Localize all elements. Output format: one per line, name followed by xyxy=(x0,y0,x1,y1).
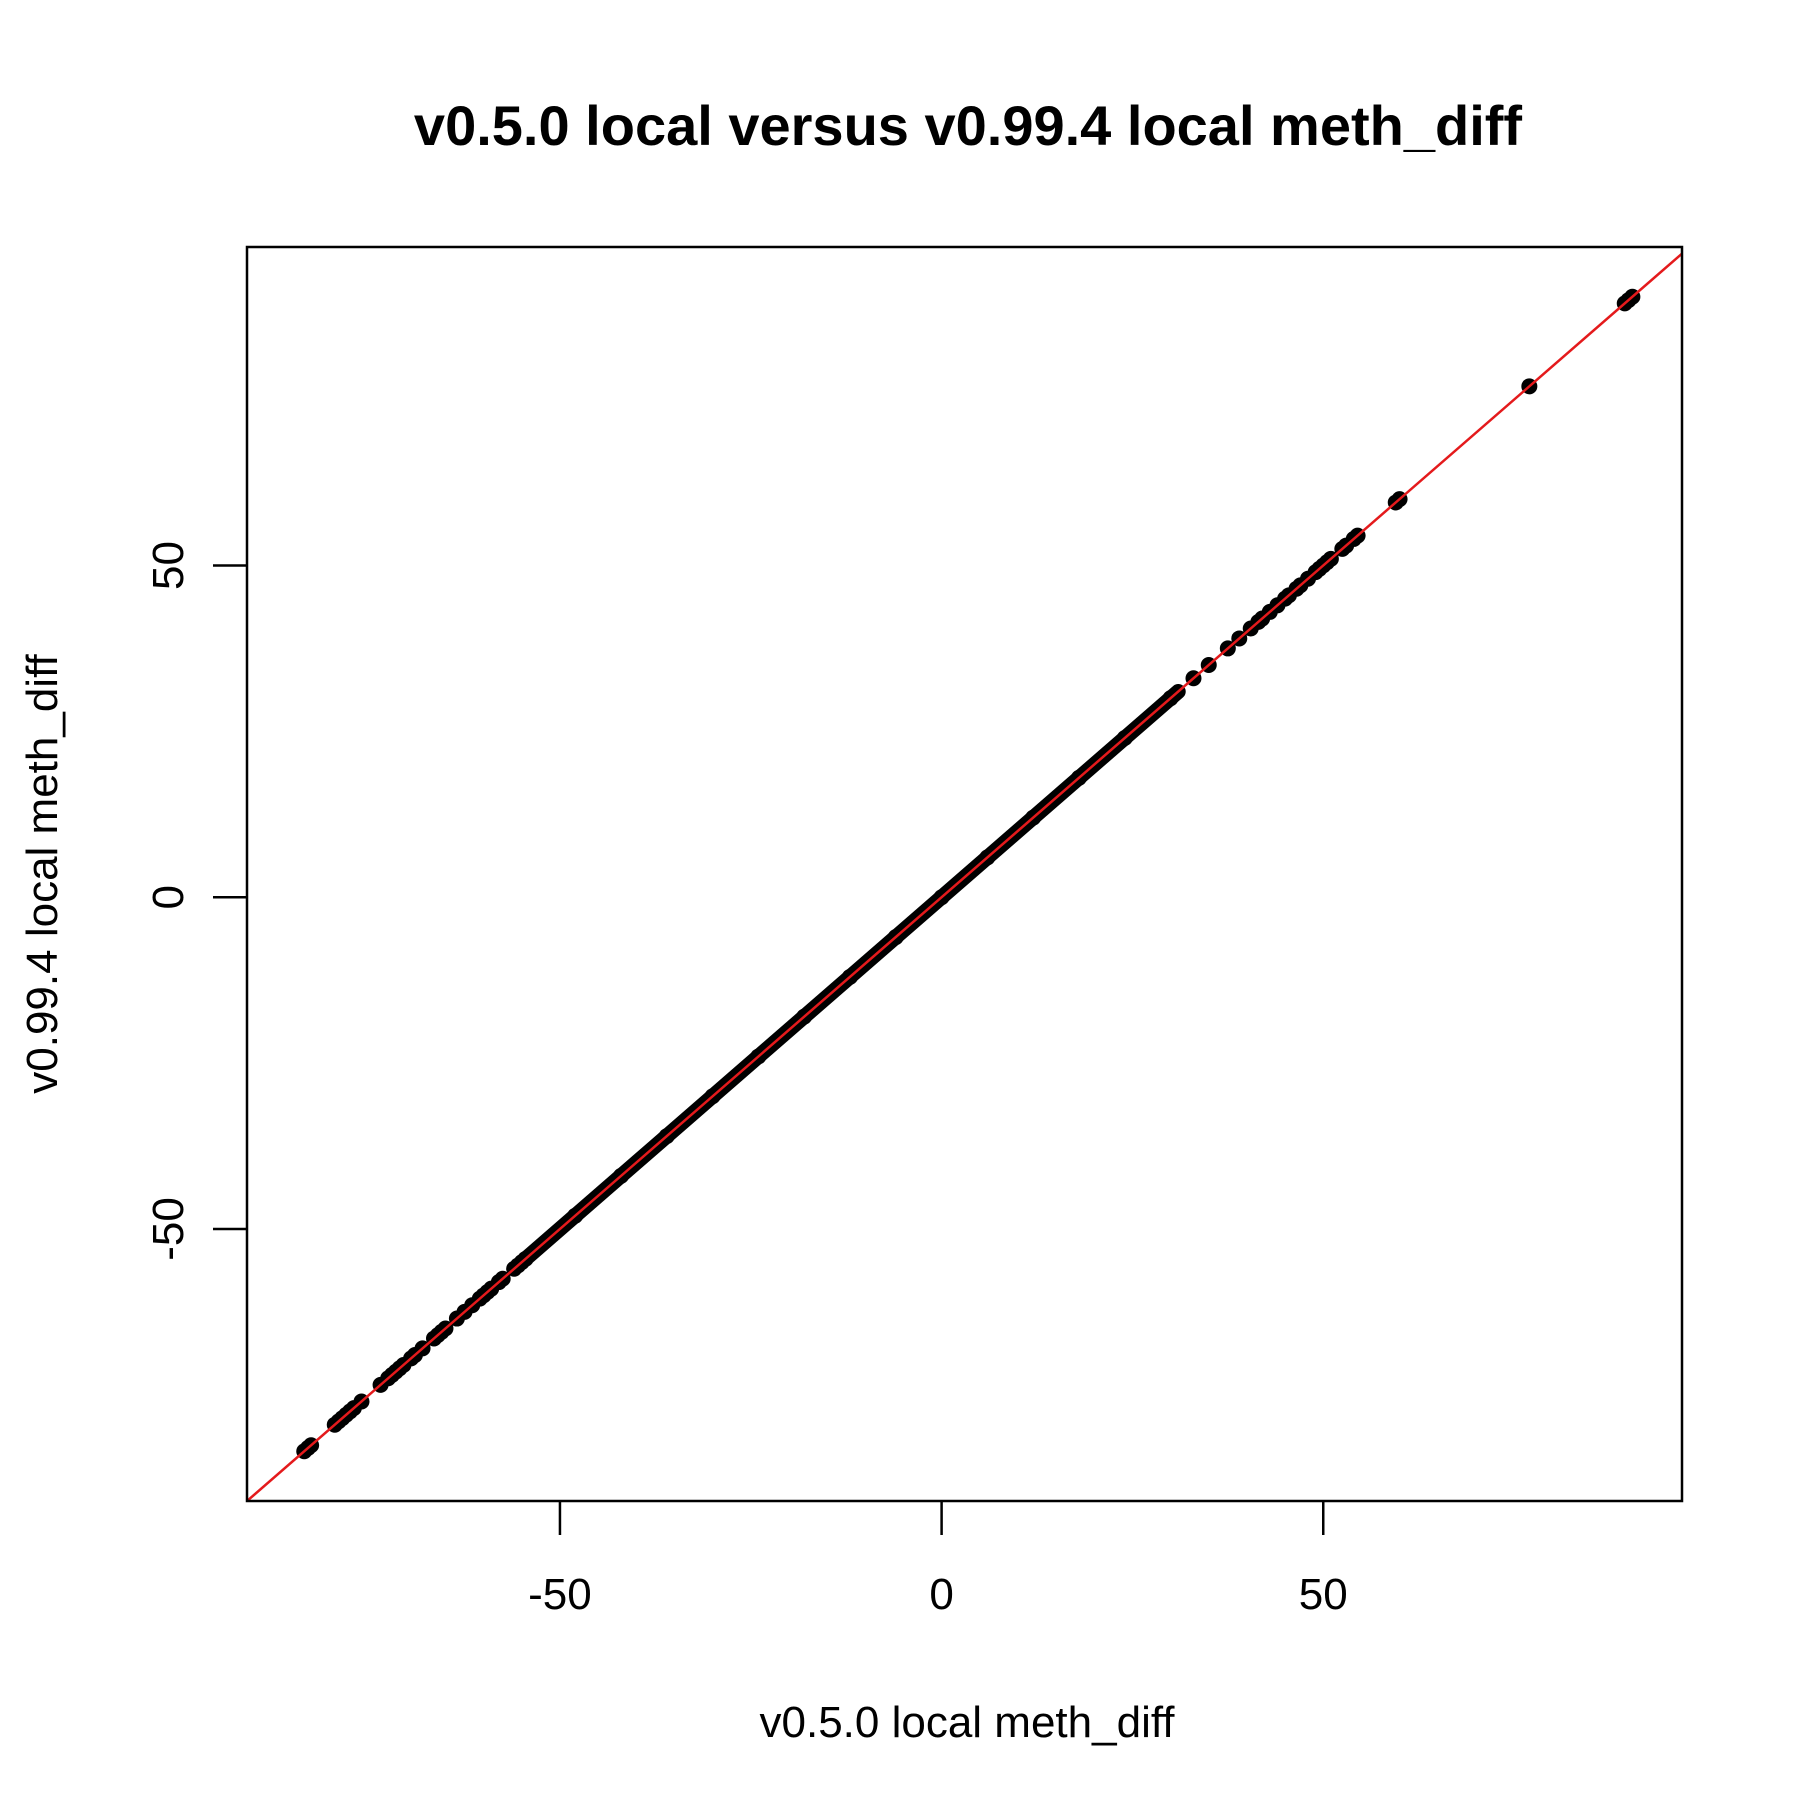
plot-layer: -50 0 50 -50 0 50 xyxy=(144,245,1684,1619)
plot-frame xyxy=(245,245,1684,1503)
identity-reference-line xyxy=(247,251,1682,1501)
x-tick-label: -50 xyxy=(528,1570,592,1619)
x-tick-label: 0 xyxy=(929,1570,953,1619)
y-tick-label: 0 xyxy=(144,885,193,909)
y-axis-label: v0.99.4 local meth_diff xyxy=(18,653,67,1093)
x-tick-label: 50 xyxy=(1299,1570,1348,1619)
chart-title: v0.5.0 local versus v0.99.4 local meth_d… xyxy=(414,94,1522,157)
x-axis-label: v0.5.0 local meth_diff xyxy=(760,1698,1176,1747)
y-tick-label: -50 xyxy=(144,1197,193,1261)
y-tick-label: 50 xyxy=(144,541,193,590)
